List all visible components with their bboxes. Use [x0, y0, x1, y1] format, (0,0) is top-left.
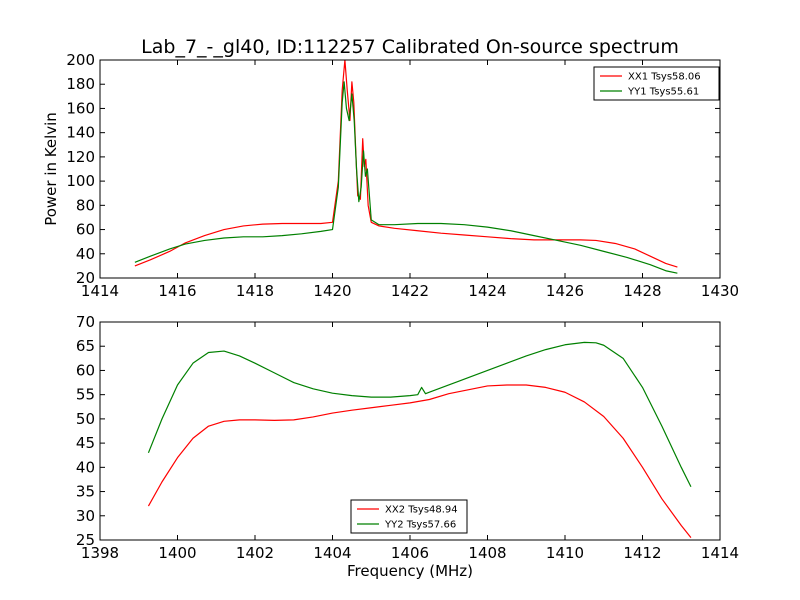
top-x-tick-label: 1422: [391, 282, 429, 300]
bottom-y-tick-label: 55: [76, 386, 95, 404]
bottom-x-tick-label: 1406: [391, 544, 429, 562]
top-y-tick-label: 40: [76, 245, 95, 263]
top-chart-title: Lab_7_-_gl40, ID:112257 Calibrated On-so…: [141, 36, 679, 58]
bottom-series-line-1: [147, 384, 692, 538]
bottom-y-tick-label: 45: [76, 434, 95, 452]
bottom-series-line-2: [147, 341, 692, 487]
top-x-tick-label: 1428: [623, 282, 661, 300]
bottom-y-tick-label: 25: [76, 531, 95, 549]
top-y-tick-label: 140: [66, 124, 95, 142]
top-y-tick-label: 60: [76, 221, 95, 239]
bottom-legend: XX2 Tsys48.94 YY2 Tsys57.66: [350, 499, 468, 534]
bottom-legend-label-2: YY2 Tsys57.66: [384, 520, 456, 531]
top-x-tick-label: 1424: [468, 282, 506, 300]
top-y-tick-label: 80: [76, 196, 95, 214]
top-y-tick-label: 20: [76, 269, 95, 287]
top-y-tick-label: 120: [66, 148, 95, 166]
bottom-y-tick-label: 60: [76, 361, 95, 379]
top-x-tick-label: 1430: [701, 282, 739, 300]
top-y-axis-label: Power in Kelvin: [42, 112, 60, 226]
bottom-x-axis-label: Frequency (MHz): [347, 562, 473, 580]
bottom-x-tick-label: 1410: [546, 544, 584, 562]
bottom-x-tick-label: 1400: [158, 544, 196, 562]
top-legend: XX1 Tsys58.06 YY1 Tsys55.61: [593, 66, 720, 101]
bottom-legend-box: [350, 499, 468, 534]
bottom-y-tick-label: 50: [76, 410, 95, 428]
top-series-group: [134, 60, 678, 274]
top-legend-label-2: YY1 Tsys55.61: [627, 87, 699, 98]
bottom-x-tick-label: 1404: [313, 544, 351, 562]
bottom-plot: 1398 1400 1402 1404 1406 1408 1410 1412 1414 25 30…: [76, 313, 739, 580]
top-x-tick-label: 1426: [546, 282, 584, 300]
top-x-tick-label: 1414: [81, 282, 119, 300]
top-y-tick-label: 180: [66, 75, 95, 93]
top-y-tick-label: 200: [66, 51, 95, 69]
top-x-tick-label: 1420: [313, 282, 351, 300]
bottom-x-tick-label: 1408: [468, 544, 506, 562]
top-y-tick-label: 160: [66, 99, 95, 117]
top-series-line-2: [134, 81, 678, 274]
bottom-legend-label-1: XX2 Tsys48.94: [385, 505, 458, 516]
bottom-series-group: [147, 341, 692, 538]
bottom-x-tick-label: 1402: [236, 544, 274, 562]
bottom-x-tick-label: 1414: [701, 544, 739, 562]
top-legend-label-1: XX1 Tsys58.06: [628, 72, 701, 83]
top-plot: 1414 1416 1418 1420 1422 1424 1426 1428 1430 20 40…: [42, 51, 739, 300]
bottom-x-tick-label: 1398: [81, 544, 119, 562]
top-x-tick-label: 1416: [158, 282, 196, 300]
top-legend-box: [593, 66, 720, 101]
bottom-y-tick-label: 65: [76, 337, 95, 355]
bottom-x-tick-label: 1412: [623, 544, 661, 562]
top-x-tick-label: 1418: [236, 282, 274, 300]
bottom-y-tick-label: 40: [76, 458, 95, 476]
bottom-y-tick-label: 30: [76, 507, 95, 525]
bottom-y-tick-label: 70: [76, 313, 95, 331]
top-y-tick-label: 100: [66, 172, 95, 190]
bottom-y-tick-label: 35: [76, 483, 95, 501]
